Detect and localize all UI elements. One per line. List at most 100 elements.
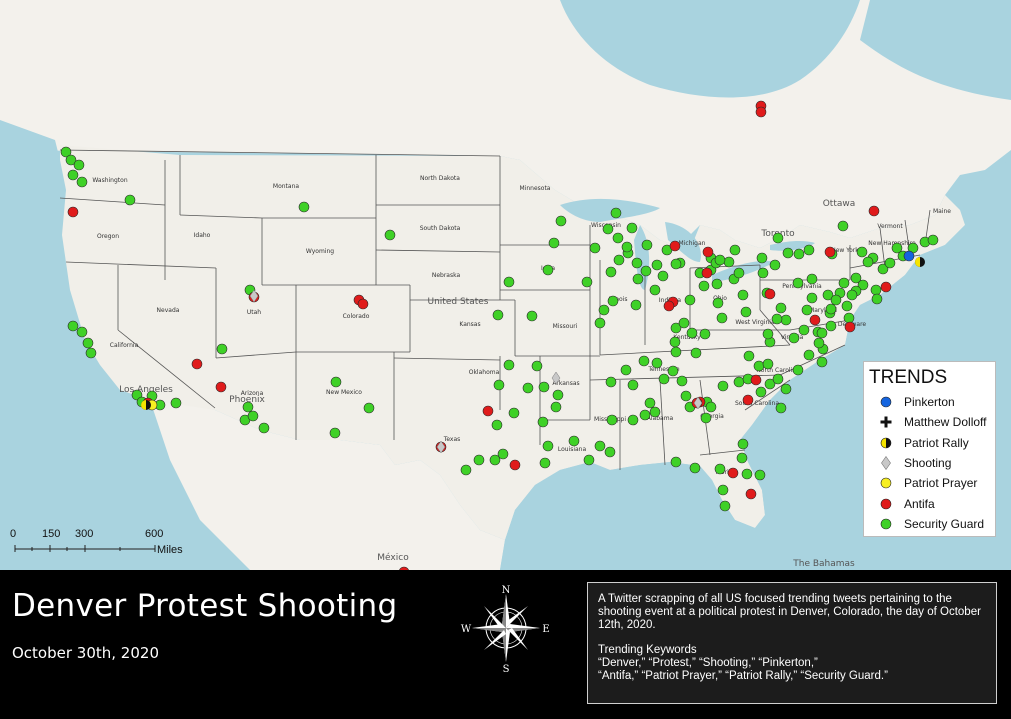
security-guard-point [871, 293, 883, 305]
security-guard-point [657, 270, 669, 282]
keywords-line-2: “Antifa,” “Patriot Prayer,” “Patriot Ral… [598, 670, 888, 682]
antifa-point [482, 405, 494, 417]
security-guard-point [754, 469, 766, 481]
security-guard-point [607, 295, 619, 307]
security-guard-point [846, 289, 858, 301]
security-guard-point [67, 169, 79, 181]
legend-label: Matthew Dolloff [904, 415, 987, 430]
pinkerton-point [903, 250, 915, 262]
antifa-point [399, 566, 409, 570]
security-guard-point [641, 239, 653, 251]
legend-item-shooting: Shooting [868, 453, 989, 473]
shooting-point [551, 371, 561, 385]
security-guard-point [733, 376, 745, 388]
security-guard-point [775, 302, 787, 314]
security-guard-point [76, 176, 88, 188]
map-canvas[interactable]: Washington Oregon Idaho Montana Wyoming North… [0, 0, 1011, 570]
security-guard-point [740, 306, 752, 318]
antifa-point [702, 246, 714, 258]
security-guard-point [723, 256, 735, 268]
state-label: Nevada [157, 307, 180, 314]
description-box: A Twitter scrapping of all US focused tr… [587, 582, 997, 704]
security-guard-point [717, 484, 729, 496]
state-label: Montana [273, 183, 299, 190]
shooting-point [436, 440, 446, 454]
security-guard-point [649, 284, 661, 296]
scale-tick-300: 300 [75, 528, 94, 540]
security-guard-point [610, 207, 622, 219]
security-guard-point [384, 229, 396, 241]
keywords-heading: Trending Keywords [598, 644, 697, 656]
security-guard-point [850, 272, 862, 284]
security-guard-point [830, 294, 842, 306]
antifa-point [67, 206, 79, 218]
map-date: October 30th, 2020 [12, 644, 159, 662]
state-label: Nebraska [432, 272, 461, 279]
security-guard-point [816, 356, 828, 368]
security-guard-point [539, 457, 551, 469]
security-guard-point [772, 373, 784, 385]
compass-rose-icon: N S E W [461, 585, 550, 674]
security-guard-point [631, 257, 643, 269]
security-guard-point [743, 350, 755, 362]
compass-north: N [502, 585, 511, 596]
state-label: Maryland [809, 307, 837, 314]
security-guard-point [762, 328, 774, 340]
security-guard-point [841, 300, 853, 312]
security-guard-point [698, 280, 710, 292]
cross-icon [880, 416, 892, 428]
security-guard-point [621, 241, 633, 253]
legend-label: Shooting [904, 456, 952, 471]
place-label: Ottawa [823, 199, 856, 209]
place-label: United States [428, 297, 489, 307]
security-guard-point [801, 304, 813, 316]
security-guard-point [737, 289, 749, 301]
security-guard-point [775, 402, 787, 414]
security-guard-point [716, 312, 728, 324]
state-label: Vermont [877, 223, 903, 230]
security-guard-point [780, 383, 792, 395]
security-guard-point [242, 401, 254, 413]
scale-bar: 0 150 300 600 Miles [10, 528, 210, 558]
security-guard-point [473, 454, 485, 466]
security-guard-point [604, 446, 616, 458]
legend-label: Patriot Prayer [904, 476, 978, 491]
security-guard-point [526, 310, 538, 322]
security-guard-point [531, 360, 543, 372]
patriot-rally-point [915, 257, 925, 267]
state-label: Alabama [647, 415, 674, 422]
security-guard-point [806, 273, 818, 285]
state-label: Maine [933, 208, 951, 215]
security-guard-point [552, 389, 564, 401]
scale-tick-600: 600 [145, 528, 164, 540]
security-guard-point [627, 414, 639, 426]
antifa-point [755, 106, 767, 118]
security-guard-point [733, 267, 745, 279]
security-guard-point [216, 343, 228, 355]
security-guard-point [548, 237, 560, 249]
shooting-point [249, 289, 259, 303]
security-guard-point [649, 406, 661, 418]
security-guard-point [594, 317, 606, 329]
state-label: Oregon [97, 233, 119, 240]
compass-west: W [461, 624, 472, 635]
antifa-point [663, 300, 675, 312]
security-guard-point [741, 468, 753, 480]
security-guard-point [891, 242, 903, 254]
us-map: Washington Oregon Idaho Montana Wyoming North… [0, 0, 1011, 570]
security-guard-point [717, 380, 729, 392]
security-guard-point [838, 277, 850, 289]
security-guard-point [594, 440, 606, 452]
security-guard-point [762, 358, 774, 370]
keywords-line-1: “Denver,” “Protest,” “Shooting,” “Pinker… [598, 657, 818, 669]
security-guard-point [651, 259, 663, 271]
security-guard-point [700, 412, 712, 424]
security-guard-point [803, 244, 815, 256]
security-guard-point [658, 373, 670, 385]
security-guard-point [756, 252, 768, 264]
security-guard-point [497, 448, 509, 460]
place-label: Phoenix [229, 395, 265, 405]
security-guard-point [492, 309, 504, 321]
compass-east: E [542, 624, 549, 635]
security-guard-point [329, 427, 341, 439]
